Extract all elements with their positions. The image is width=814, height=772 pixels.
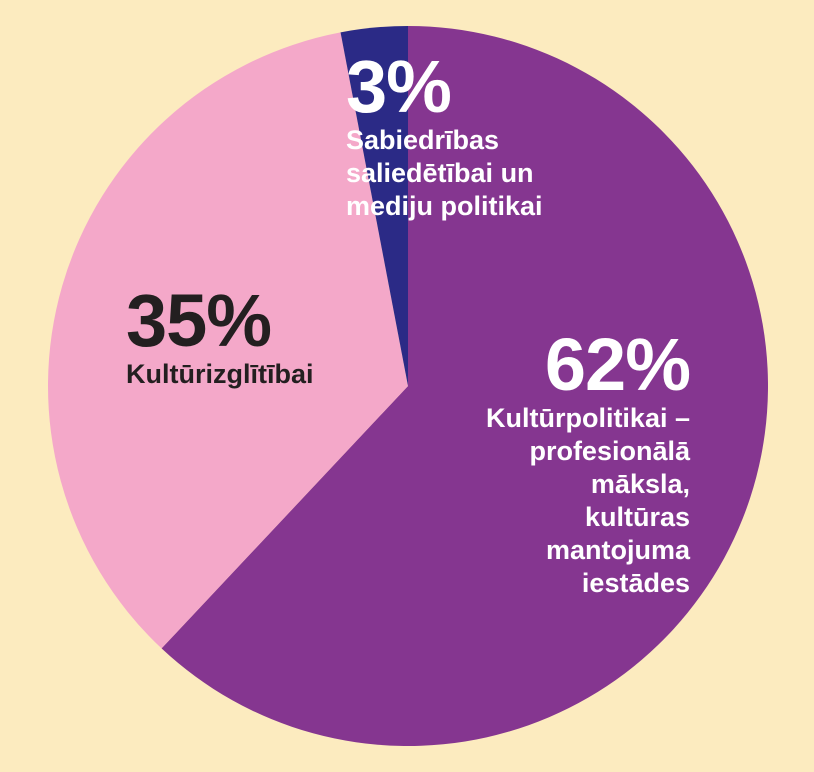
- slice-percent-62: 62%: [544, 323, 691, 406]
- slice-caption-line: Sabiedrības: [346, 125, 500, 155]
- slice-label-sabiedribas: 3% Sabiedrības saliedētībai un mediju po…: [346, 50, 606, 223]
- slice-kulturizglitibai: [47, 32, 408, 649]
- slice-caption-line: Kultūrizglītībai: [126, 359, 314, 389]
- slice-caption-line: profesionālā māksla,: [529, 436, 690, 499]
- slice-kulturpolitikai: [161, 26, 768, 747]
- slice-caption-line: Kultūrpolitikai –: [485, 403, 690, 433]
- slice-label-kulturpolitikai: 62% Kultūrpolitikai – profesionālā māksl…: [468, 323, 691, 600]
- slice-label-kulturizglitibai: 35% Kultūrizglītībai: [126, 284, 366, 391]
- slice-percent-35: 35%: [126, 279, 272, 362]
- slice-caption-line: iestādes: [581, 568, 690, 598]
- slice-caption-line: mediju politikai: [346, 191, 543, 221]
- slice-caption-line: kultūras mantojuma: [545, 502, 690, 565]
- slice-percent-3: 3%: [346, 45, 452, 128]
- slice-caption-line: saliedētībai un: [346, 158, 534, 188]
- slice-sabiedribas: [340, 26, 408, 386]
